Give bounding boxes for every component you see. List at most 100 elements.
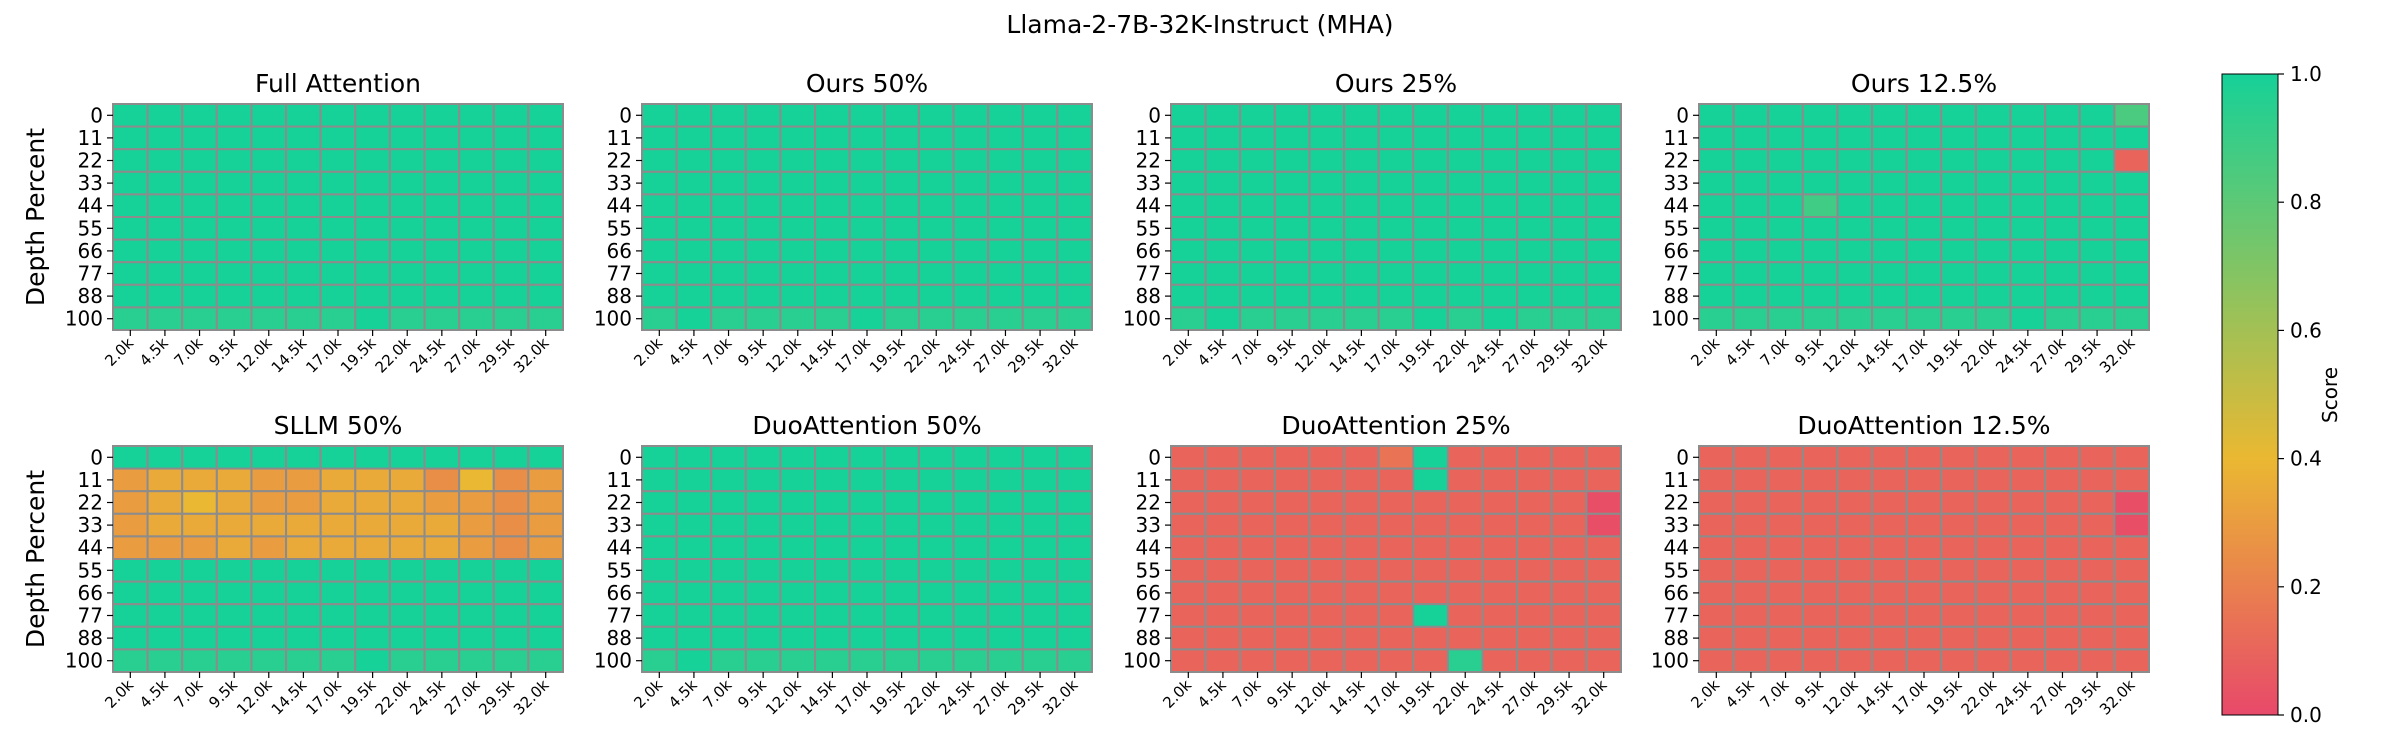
heatmap-cell — [779, 261, 817, 286]
heatmap-cell — [181, 558, 218, 583]
heatmap-cell — [814, 193, 851, 218]
heatmap-cell — [1836, 216, 1874, 241]
heatmap-cell — [2044, 467, 2081, 493]
heatmap-cell — [641, 625, 678, 651]
heatmap-cell — [814, 648, 851, 674]
heatmap-cell — [527, 603, 565, 628]
heatmap-cell — [423, 193, 461, 218]
heatmap-cell — [675, 535, 713, 561]
heatmap-cell — [1204, 648, 1242, 674]
x-tick-label: 24.5k — [406, 334, 449, 377]
y-tick-label: 77 — [607, 604, 632, 628]
heatmap-cell — [146, 535, 184, 561]
heatmap-cell — [987, 238, 1024, 264]
heatmap-cell — [744, 512, 782, 538]
heatmap-cell — [527, 558, 565, 583]
heatmap-cell — [744, 580, 782, 606]
x-tick-label: 27.0k — [1499, 334, 1542, 377]
heatmap-cell — [952, 170, 990, 196]
heatmap-cell — [848, 170, 886, 196]
heatmap-cell — [814, 306, 851, 331]
heatmap-cell — [458, 216, 495, 241]
heatmap-cell — [1585, 261, 1623, 286]
heatmap-cell — [1698, 625, 1735, 651]
colorbar-tick-label: 1.0 — [2290, 62, 2322, 86]
heatmap-cell — [250, 170, 288, 196]
heatmap-cell — [112, 467, 149, 493]
heatmap-cell — [1239, 306, 1276, 331]
heatmap-cell — [250, 216, 288, 241]
heatmap-cell — [1273, 535, 1311, 561]
heatmap-cell — [181, 125, 218, 151]
y-tick-label: 11 — [1136, 126, 1161, 150]
heatmap-cell — [1905, 558, 1943, 583]
heatmap-cell — [388, 238, 426, 264]
heatmap-cell — [883, 625, 920, 651]
heatmap-cell — [710, 512, 747, 538]
heatmap-cell — [181, 103, 218, 128]
heatmap-cell — [388, 216, 426, 241]
heatmap-cell — [1940, 603, 1977, 628]
heatmap-cell — [1021, 625, 1059, 651]
colorbar-label: Score — [2318, 367, 2342, 423]
heatmap-cell — [1585, 283, 1623, 309]
x-tick-label: 2.0k — [630, 334, 666, 370]
heatmap-cell — [675, 170, 713, 196]
heatmap-cell — [146, 467, 184, 493]
heatmap-cell — [146, 512, 184, 538]
y-tick-label: 88 — [78, 626, 103, 650]
heatmap-cell — [2078, 580, 2116, 606]
heatmap-cell — [354, 216, 391, 241]
heatmap-cell — [1056, 625, 1094, 651]
heatmap-cell — [1732, 261, 1770, 286]
y-tick-label: 22 — [1664, 491, 1689, 515]
heatmap-cell — [883, 193, 920, 218]
heatmap-cell — [1732, 445, 1770, 470]
heatmap-cell — [2113, 125, 2150, 151]
heatmap-cell — [1585, 306, 1623, 331]
heatmap-cell — [1308, 490, 1346, 515]
heatmap-cell — [1871, 512, 1908, 538]
heatmap-cell — [492, 490, 530, 515]
heatmap-cell — [883, 261, 920, 286]
y-tick-label: 33 — [78, 513, 103, 537]
heatmap-cell — [641, 261, 678, 286]
heatmap-cell — [1801, 535, 1839, 561]
heatmap-cell — [1412, 283, 1449, 309]
x-tick-label: 14.5k — [268, 676, 311, 719]
heatmap-cell — [146, 648, 184, 674]
heatmap-cell — [423, 580, 461, 606]
heatmap-cell — [215, 283, 253, 309]
heatmap-cell — [1871, 625, 1908, 651]
heatmap-cell — [1170, 625, 1207, 651]
heatmap-cell — [1801, 170, 1839, 196]
heatmap-cell — [2113, 648, 2150, 674]
y-tick-label: 55 — [78, 558, 103, 582]
x-tick-label: 19.5k — [1923, 676, 1966, 719]
heatmap-cell — [1021, 283, 1059, 309]
heatmap-cell — [319, 445, 357, 470]
heatmap-cell — [250, 512, 288, 538]
heatmap-cell — [215, 625, 253, 651]
x-tick-label: 7.0k — [1757, 334, 1793, 370]
heatmap-cell — [1698, 603, 1735, 628]
heatmap-cell — [1481, 238, 1519, 264]
heatmap-cell — [1239, 216, 1276, 241]
y-tick-label: 33 — [1136, 513, 1161, 537]
heatmap-cell — [641, 535, 678, 561]
heatmap-cell — [215, 445, 253, 470]
x-tick-label: 22.0k — [1958, 334, 2001, 377]
heatmap-cell — [675, 306, 713, 331]
heatmap-cell — [1308, 238, 1346, 264]
heatmap-cell — [987, 148, 1024, 173]
heatmap-cell — [2009, 580, 2047, 606]
x-tick-label: 14.5k — [797, 676, 840, 719]
heatmap-cell — [388, 103, 426, 128]
heatmap-cell — [1516, 467, 1553, 493]
heatmap-cell — [1516, 512, 1553, 538]
heatmap-cell — [285, 467, 322, 493]
heatmap-cell — [1801, 603, 1839, 628]
heatmap-cell — [215, 535, 253, 561]
heatmap-cell — [1021, 261, 1059, 286]
